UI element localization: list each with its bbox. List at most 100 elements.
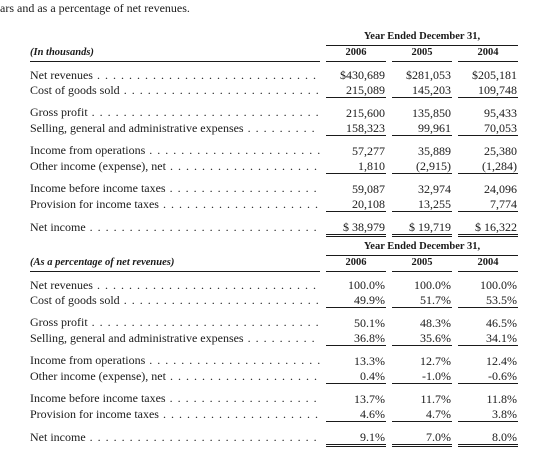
cell-value: 0.4% — [326, 368, 386, 384]
table-row: Provision for income taxes 20,108 13,255… — [30, 196, 518, 212]
table-row: Net revenues $430,689 $281,053 $205,181 — [30, 67, 518, 82]
year-header: 2004 — [458, 46, 518, 62]
row-label: Net revenues — [30, 68, 320, 82]
year-header: 2006 — [326, 46, 386, 62]
table-row: Selling, general and administrative expe… — [30, 120, 518, 136]
row-label: Gross profit — [30, 315, 320, 329]
table-row: Gross profit 215,600 135,850 95,433 — [30, 98, 518, 121]
cell-value: 51.7% — [392, 292, 452, 308]
table-row: Income before income taxes 59,087 32,974… — [30, 174, 518, 197]
cell-value: 215,089 — [326, 82, 386, 98]
cell-value: 1,810 — [326, 158, 386, 174]
cell-value: 145,203 — [392, 82, 452, 98]
cell-value: 12.7% — [392, 346, 452, 369]
cell-value: 48.3% — [392, 308, 452, 331]
row-label: Net income — [30, 430, 320, 444]
row-label: Selling, general and administrative expe… — [30, 121, 320, 135]
table-row: Selling, general and administrative expe… — [30, 330, 518, 346]
cell-value: 12.4% — [458, 346, 518, 369]
year-header: 2004 — [458, 256, 518, 272]
cell-value: 32,974 — [392, 174, 452, 197]
row-label: Income before income taxes — [30, 391, 320, 405]
cell-value: 100.0% — [392, 277, 452, 292]
cell-value: 34.1% — [458, 330, 518, 346]
cell-value: 36.8% — [326, 330, 386, 346]
cell-value: $430,689 — [326, 67, 386, 82]
cell-value: 100.0% — [326, 277, 386, 292]
cell-value: 13.3% — [326, 346, 386, 369]
unit-label: (As a percentage of net revenues) — [30, 256, 320, 272]
cell-value: 3.8% — [458, 406, 518, 422]
row-label: Gross profit — [30, 105, 320, 119]
cell-value: 59,087 — [326, 174, 386, 197]
cell-value: 95,433 — [458, 98, 518, 121]
cell-value: 25,380 — [458, 136, 518, 159]
cell-value: 57,277 — [326, 136, 386, 159]
table-row: Income before income taxes 13.7% 11.7% 1… — [30, 384, 518, 407]
cell-value: $ 19,719 — [392, 212, 452, 236]
unit-label: (In thousands) — [30, 46, 320, 62]
income-statement-percentage-table: Year Ended December 31, (As a percentage… — [30, 240, 518, 447]
year-header: 2005 — [392, 46, 452, 62]
cell-value: 70,053 — [458, 120, 518, 136]
row-label: Net income — [30, 220, 320, 234]
row-label: Income before income taxes — [30, 181, 320, 195]
cell-value: 7.0% — [392, 422, 452, 446]
cell-value: 20,108 — [326, 196, 386, 212]
cell-value: 24,096 — [458, 174, 518, 197]
cell-value: 35,889 — [392, 136, 452, 159]
table-row: Provision for income taxes 4.6% 4.7% 3.8… — [30, 406, 518, 422]
period-heading: Year Ended December 31, — [326, 30, 518, 46]
table-row: Other income (expense), net 1,810 (2,915… — [30, 158, 518, 174]
cell-value: 9.1% — [326, 422, 386, 446]
cell-value: 135,850 — [392, 98, 452, 121]
row-label: Cost of goods sold — [30, 83, 320, 97]
cell-value: $281,053 — [392, 67, 452, 82]
cell-value: (2,915) — [392, 158, 452, 174]
cell-value: 35.6% — [392, 330, 452, 346]
cell-value: (1,284) — [458, 158, 518, 174]
cell-value: 53.5% — [458, 292, 518, 308]
table-row: Net revenues 100.0% 100.0% 100.0% — [30, 277, 518, 292]
row-label: Provision for income taxes — [30, 197, 320, 211]
period-heading: Year Ended December 31, — [326, 240, 518, 256]
row-label: Cost of goods sold — [30, 293, 320, 307]
row-label: Provision for income taxes — [30, 407, 320, 421]
cell-value: 50.1% — [326, 308, 386, 331]
cell-value: 99,961 — [392, 120, 452, 136]
table-row: Net income 9.1% 7.0% 8.0% — [30, 422, 518, 446]
table-row: Income from operations 57,277 35,889 25,… — [30, 136, 518, 159]
row-label: Other income (expense), net — [30, 369, 320, 383]
table-row: Gross profit 50.1% 48.3% 46.5% — [30, 308, 518, 331]
table-row: Cost of goods sold 215,089 145,203 109,7… — [30, 82, 518, 98]
cell-value: 13.7% — [326, 384, 386, 407]
row-label: Selling, general and administrative expe… — [30, 331, 320, 345]
row-label: Other income (expense), net — [30, 159, 320, 173]
cell-value: 8.0% — [458, 422, 518, 446]
row-label: Income from operations — [30, 353, 320, 367]
cell-value: 109,748 — [458, 82, 518, 98]
cell-value: -0.6% — [458, 368, 518, 384]
cell-value: 215,600 — [326, 98, 386, 121]
cell-value: -1.0% — [392, 368, 452, 384]
table-row: Cost of goods sold 49.9% 51.7% 53.5% — [30, 292, 518, 308]
intro-text: ars and as a percentage of net revenues. — [0, 0, 190, 16]
cell-value: 49.9% — [326, 292, 386, 308]
year-header: 2005 — [392, 256, 452, 272]
table-row: Net income $ 38,979 $ 19,719 $ 16,322 — [30, 212, 518, 236]
table-row: Income from operations 13.3% 12.7% 12.4% — [30, 346, 518, 369]
cell-value: 13,255 — [392, 196, 452, 212]
cell-value: 11.7% — [392, 384, 452, 407]
cell-value: 100.0% — [458, 277, 518, 292]
cell-value: $ 38,979 — [326, 212, 386, 236]
row-label: Net revenues — [30, 278, 320, 292]
cell-value: 7,774 — [458, 196, 518, 212]
table-row: Other income (expense), net 0.4% -1.0% -… — [30, 368, 518, 384]
cell-value: $ 16,322 — [458, 212, 518, 236]
row-label: Income from operations — [30, 143, 320, 157]
cell-value: 158,323 — [326, 120, 386, 136]
income-statement-thousands-table: Year Ended December 31, (In thousands) 2… — [30, 30, 518, 237]
cell-value: 46.5% — [458, 308, 518, 331]
year-header: 2006 — [326, 256, 386, 272]
cell-value: 4.7% — [392, 406, 452, 422]
